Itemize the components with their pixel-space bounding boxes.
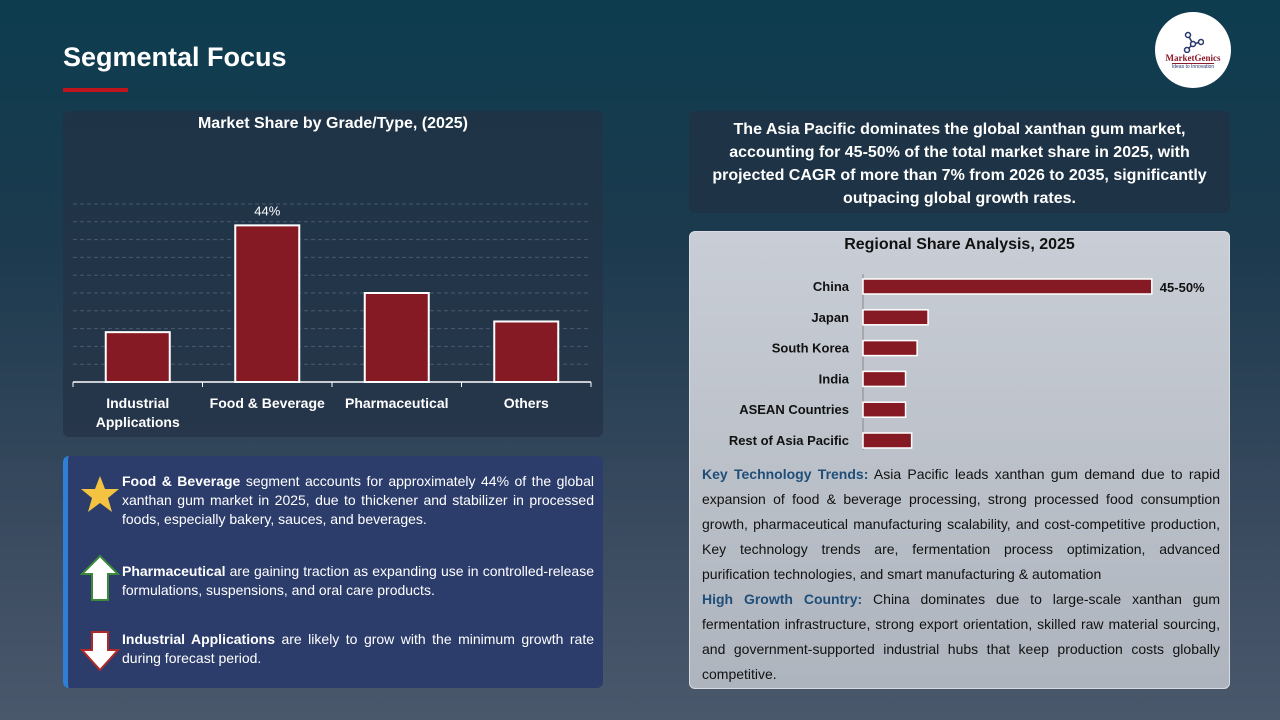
country-text: China dominates due to large-scale xanth… [702,591,1221,682]
note-pharmaceutical: Pharmaceutical are gaining traction as e… [122,563,594,598]
category-label: Industrial [106,395,169,411]
segment-notes: Food & Beverage segment accounts for app… [63,456,603,688]
category-label: Others [504,395,549,411]
logo-name: MarketGenics [1165,52,1221,63]
insights-text: Key Technology Trends: Asia Pacific lead… [702,462,1220,687]
data-label: 44% [254,203,280,218]
grade-bar-chart: Industrial Applications 44% Food & Beverage… [72,203,592,430]
regional-bar-chart: China 45-50% Japan South Korea India ASEAN Co… [729,274,1205,450]
logo: MarketGenics Ideas to Innovation [1155,12,1231,88]
category-label: Rest of Asia Pacific [729,433,849,448]
bar [862,401,907,418]
bar [234,224,301,383]
bar [862,278,1153,295]
bar [862,309,929,326]
category-label: Applications [96,414,180,430]
bar [493,320,560,383]
category-label: ASEAN Countries [739,402,849,417]
bar [862,339,918,357]
category-label: Food & Beverage [210,395,325,411]
category-label: South Korea [772,341,850,356]
trends-label: Key Technology Trends: [702,466,869,482]
star-icon [80,474,120,519]
trends-text: Asia Pacific leads xanthan gum demand du… [702,466,1220,582]
chart-title: Regional Share Analysis, 2025 [844,236,1075,253]
category-label: China [813,279,850,294]
regional-panel: Regional Share Analysis, 2025 China 45-50… [689,231,1230,689]
network-icon [1183,31,1204,53]
bar [363,292,430,383]
logo-tagline: Ideas to Innovation [1171,62,1215,70]
grade-chart-panel: Market Share by Grade/Type, (2025) Indus… [63,111,603,437]
page-title: Segmental Focus [63,42,287,72]
bar [862,432,913,449]
data-label: 45-50% [1160,280,1205,295]
summary-callout: The Asia Pacific dominates the global xa… [689,111,1230,213]
arrow-down-icon [79,630,121,677]
title-underline [63,88,128,92]
arrow-up-icon [79,554,121,607]
category-label: Pharmaceutical [345,395,449,411]
country-label: High Growth Country: [702,591,863,607]
note-industrial: Industrial Applications are likely to gr… [122,631,594,666]
bar [862,370,907,388]
category-label: Japan [811,310,849,325]
note-food-beverage: Food & Beverage segment accounts for app… [122,473,594,527]
chart-title: Market Share by Grade/Type, (2025) [197,115,469,132]
category-label: India [819,371,850,386]
bar [104,331,171,384]
